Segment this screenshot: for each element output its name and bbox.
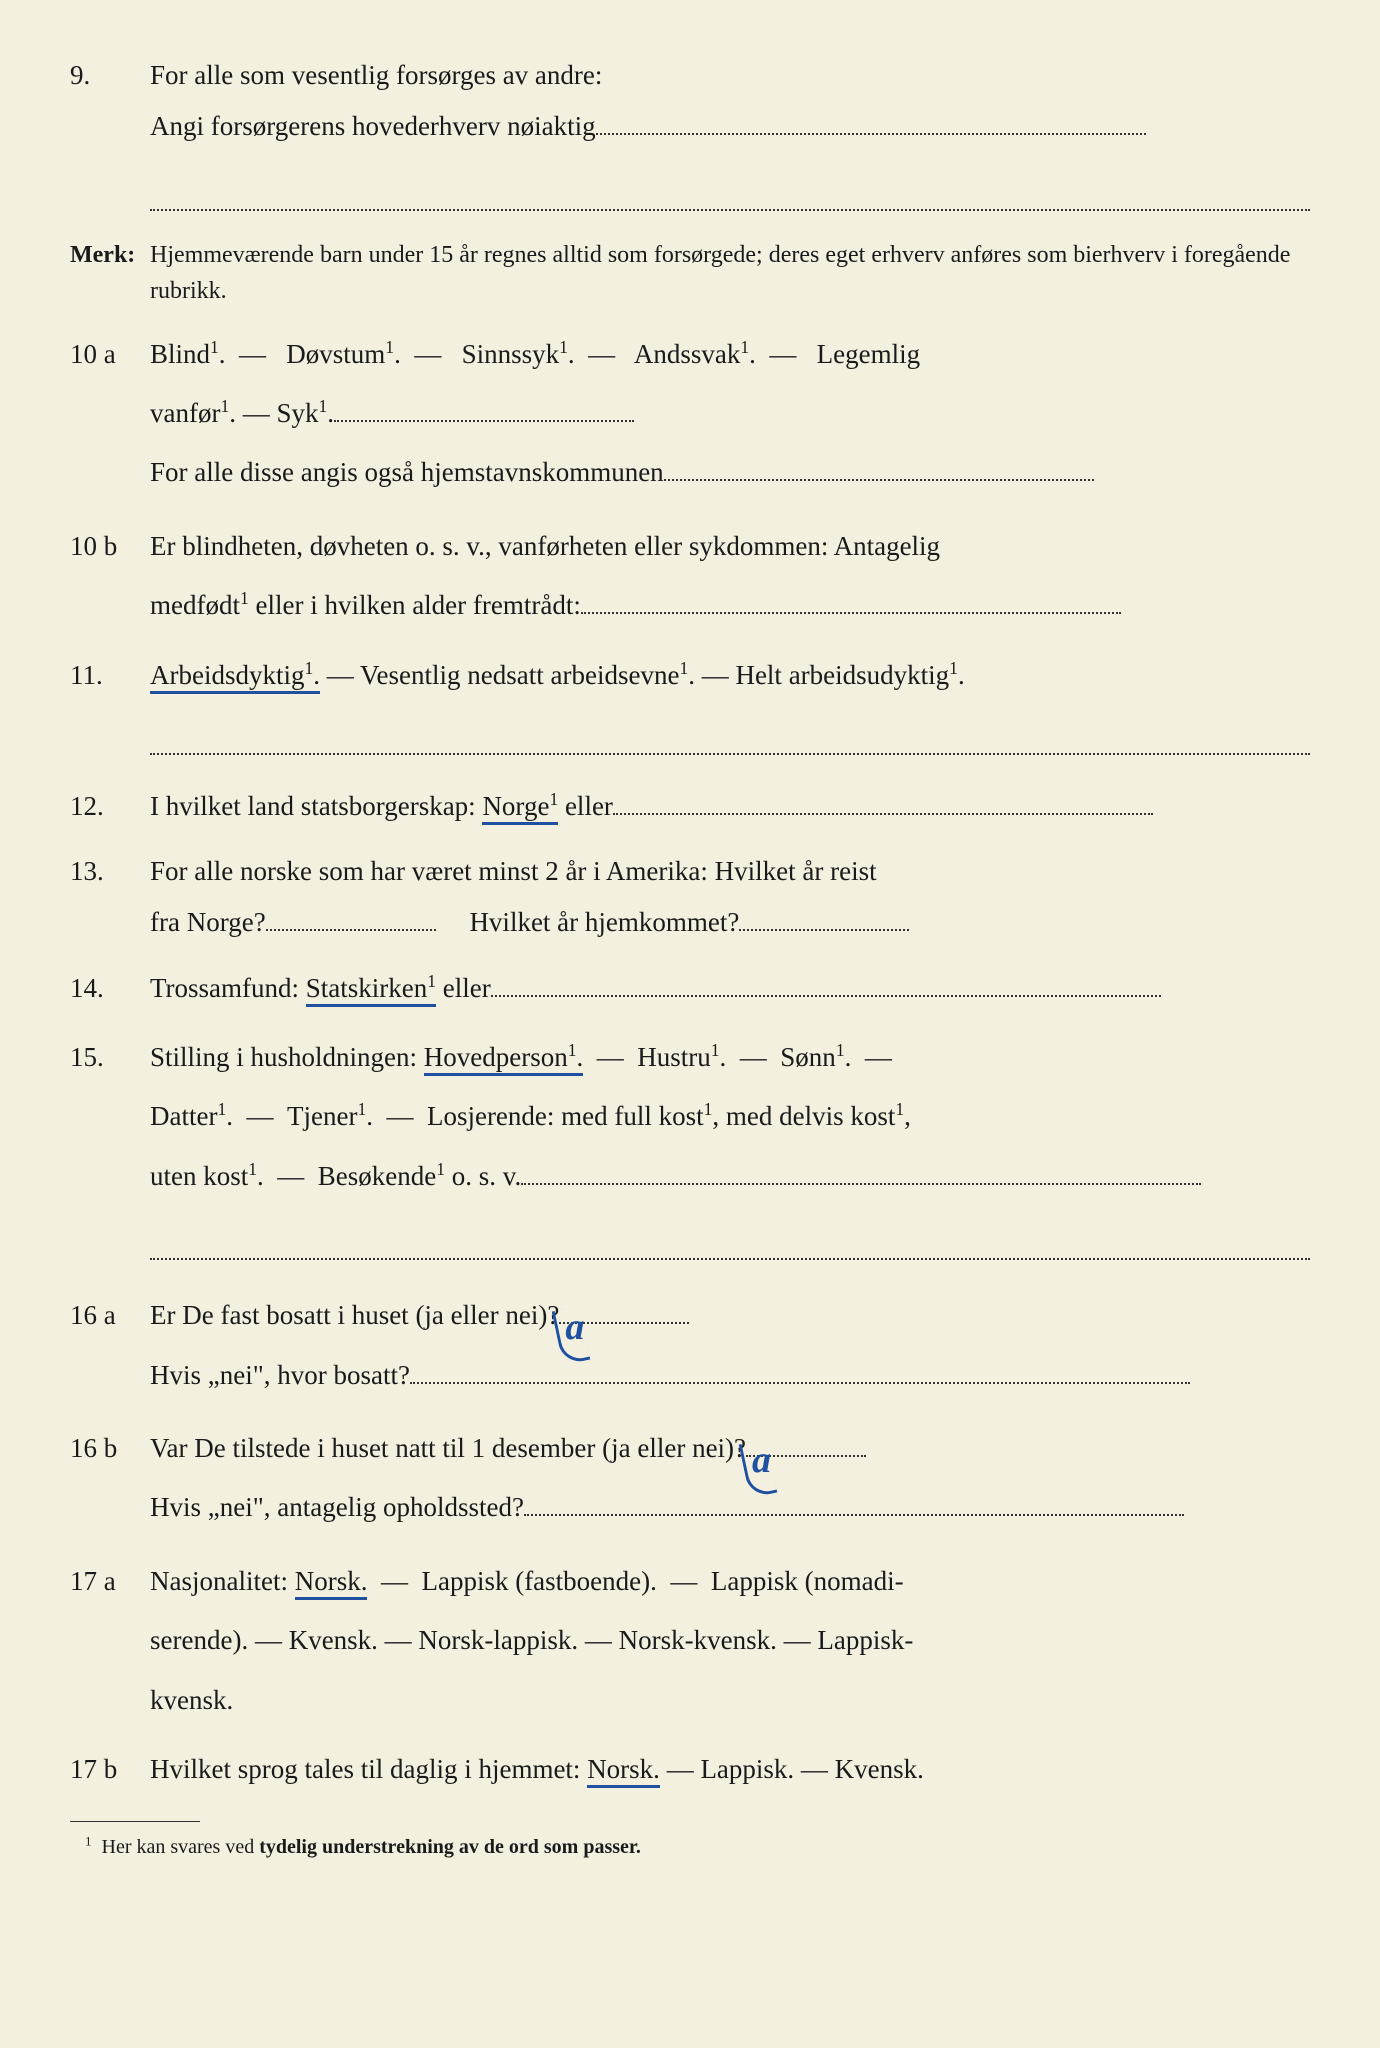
q10b-line2b: eller i hvilken alder fremtrådt: — [249, 590, 581, 620]
q13-fra-norge: fra Norge? — [150, 907, 266, 937]
q16b-num: 16 b — [70, 1419, 150, 1538]
q9-num: 9. — [70, 50, 150, 223]
q15-datter: Datter — [150, 1101, 217, 1131]
opt-dovstum: Døvstum — [286, 339, 385, 369]
q15-delvis: med delvis kost — [726, 1101, 896, 1131]
q15-besokende: Besøkende — [318, 1161, 436, 1191]
q15-hovedperson: Hovedperson1. — [424, 1042, 583, 1076]
question-16a: 16 a Er De fast bosatt i huset (ja eller… — [70, 1286, 1310, 1405]
question-16b: 16 b Var De tilstede i huset natt til 1 … — [70, 1419, 1310, 1538]
footnote-divider — [70, 1821, 200, 1822]
q17b-num: 17 b — [70, 1744, 150, 1795]
q10a-num: 10 a — [70, 325, 150, 503]
q11-udyktig: Helt arbeidsudyktig — [735, 660, 949, 690]
question-9: 9. For alle som vesentlig forsørges av a… — [70, 50, 1310, 223]
q13-hjemkommet: Hvilket år hjemkommet? — [469, 907, 739, 937]
q17a-norsk: Norsk. — [295, 1566, 368, 1600]
question-14: 14. Trossamfund: Statskirken1 eller — [70, 963, 1310, 1014]
opt-sinnssyk: Sinnssyk — [462, 339, 560, 369]
fill-line — [581, 612, 1121, 614]
fill-line: a — [559, 1322, 689, 1324]
q15-tjener: Tjener — [287, 1101, 357, 1131]
footnote-text: Her kan svares ved — [102, 1836, 260, 1858]
question-11: 11. Arbeidsdyktig1. — Vesentlig nedsatt … — [70, 650, 1310, 767]
q16b-line1: Var De tilstede i huset natt til 1 desem… — [150, 1433, 746, 1463]
merk-label: Merk: — [70, 237, 150, 309]
question-10a: 10 a Blind1. — Døvstum1. — Sinnssyk1. — … — [70, 325, 1310, 503]
q15-osv: o. s. v. — [445, 1161, 521, 1191]
q16a-num: 16 a — [70, 1286, 150, 1405]
fill-line — [150, 723, 1310, 755]
fill-line — [521, 1183, 1201, 1185]
answer-ja: a — [752, 1419, 771, 1503]
fill-line — [410, 1382, 1190, 1384]
q17b-rest: — Lappisk. — Kvensk. — [660, 1754, 924, 1784]
q10a-line3: For alle disse angis også hjemstavnskomm… — [150, 457, 664, 487]
q9-line1: For alle som vesentlig forsørges av andr… — [150, 50, 1310, 101]
opt-syk: Syk — [276, 398, 318, 428]
q12-norge: Norge1 — [482, 791, 558, 825]
q11-nedsatt: Vesentlig nedsatt arbeidsevne — [360, 660, 679, 690]
fill-line — [150, 1228, 1310, 1260]
q17a-line2: serende). — Kvensk. — Norsk-lappisk. — N… — [150, 1611, 1310, 1670]
opt-vanfor: vanfør — [150, 398, 220, 428]
q11-arbeidsdyktig: Arbeidsdyktig1. — [150, 660, 320, 694]
question-15: 15. Stilling i husholdningen: Hovedperso… — [70, 1028, 1310, 1272]
footnote-bold: tydelig understrekning av de ord som pas… — [259, 1836, 641, 1858]
q16a-line1: Er De fast bosatt i huset (ja eller nei)… — [150, 1300, 559, 1330]
fill-line: a — [746, 1455, 866, 1457]
q17a-lappisk-nomadi: Lappisk (nomadi- — [711, 1566, 904, 1596]
question-10b: 10 b Er blindheten, døvheten o. s. v., v… — [70, 517, 1310, 636]
q12-eller: eller — [558, 791, 613, 821]
q17b-norsk: Norsk. — [587, 1754, 660, 1788]
q17b-text1: Hvilket sprog tales til daglig i hjemmet… — [150, 1754, 587, 1784]
question-17b: 17 b Hvilket sprog tales til daglig i hj… — [70, 1744, 1310, 1795]
q15-text1: Stilling i husholdningen: — [150, 1042, 424, 1072]
q9-line2: Angi forsørgerens hovederhverv nøiaktig — [150, 111, 596, 141]
q12-text1: I hvilket land statsborgerskap: — [150, 791, 482, 821]
q14-statskirken: Statskirken1 — [306, 973, 436, 1007]
q15-uten: uten kost — [150, 1161, 248, 1191]
q14-text1: Trossamfund: — [150, 973, 306, 1003]
merk-text: Hjemmeværende barn under 15 år regnes al… — [150, 237, 1310, 309]
fill-line — [664, 479, 1094, 481]
question-17a: 17 a Nasjonalitet: Norsk. — Lappisk (fas… — [70, 1552, 1310, 1730]
q10b-line1: Er blindheten, døvheten o. s. v., vanfør… — [150, 517, 1310, 576]
q13-num: 13. — [70, 846, 150, 949]
q17a-lappisk-fast: Lappisk (fastboende). — [421, 1566, 656, 1596]
fill-line — [524, 1514, 1184, 1516]
q14-num: 14. — [70, 963, 150, 1014]
q15-losjerende: Losjerende: med full kost — [427, 1101, 704, 1131]
merk-note: Merk: Hjemmeværende barn under 15 år reg… — [70, 237, 1310, 309]
question-13: 13. For alle norske som har været minst … — [70, 846, 1310, 949]
opt-andssvak: Andssvak — [634, 339, 741, 369]
q16a-line2: Hvis „nei", hvor bosatt? — [150, 1360, 410, 1390]
footnote: 1 Her kan svares ved tydelig understrekn… — [70, 1828, 1310, 1866]
fill-line — [596, 133, 1146, 135]
q15-sonn: Sønn — [780, 1042, 836, 1072]
answer-ja: a — [565, 1286, 584, 1370]
question-12: 12. I hvilket land statsborgerskap: Norg… — [70, 781, 1310, 832]
q17a-text1: Nasjonalitet: — [150, 1566, 295, 1596]
fill-line — [266, 929, 436, 931]
fill-line — [150, 179, 1310, 211]
q10b-num: 10 b — [70, 517, 150, 636]
footnote-num: 1 — [85, 1834, 92, 1849]
q11-num: 11. — [70, 650, 150, 767]
q16b-line2: Hvis „nei", antagelig opholdssted? — [150, 1492, 524, 1522]
fill-line — [491, 995, 1161, 997]
q15-hustru: Hustru — [637, 1042, 711, 1072]
opt-legemlig: Legemlig — [817, 339, 920, 369]
q14-eller: eller — [436, 973, 491, 1003]
q12-num: 12. — [70, 781, 150, 832]
q13-line1: For alle norske som har været minst 2 år… — [150, 846, 1310, 897]
q10b-medfodt: medfødt — [150, 590, 240, 620]
fill-line — [739, 929, 909, 931]
q17a-line3: kvensk. — [150, 1671, 1310, 1730]
fill-line — [334, 420, 634, 422]
fill-line — [613, 813, 1153, 815]
q15-num: 15. — [70, 1028, 150, 1272]
q17a-num: 17 a — [70, 1552, 150, 1730]
opt-blind: Blind — [150, 339, 210, 369]
